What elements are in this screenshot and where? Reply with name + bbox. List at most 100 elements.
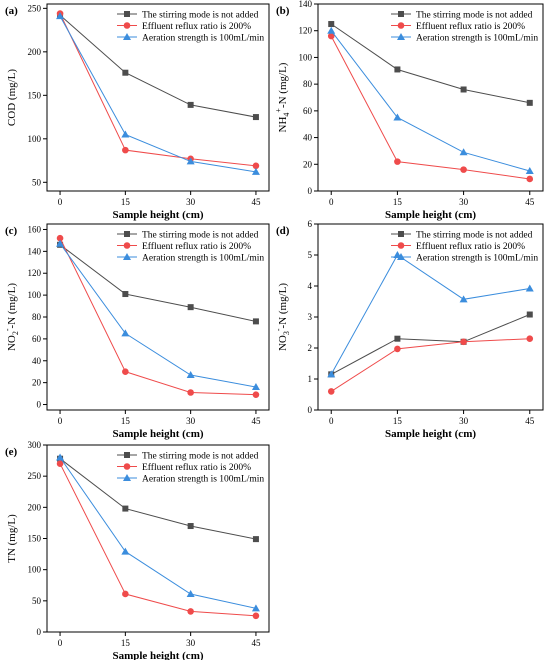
y-tick-label: 250 [28,471,42,481]
legend-label: Effluent reflux ratio is 200% [416,21,525,32]
legend-label: The stirring mode is not added [142,11,259,21]
data-point [122,368,129,376]
data-point [252,114,259,121]
y-axis-label: NO2--N (mg/L) [3,283,20,351]
legend-label: Aeration strength is 100mL/min [142,34,264,44]
series [56,453,260,612]
x-tick-label: 0 [58,638,63,648]
plot-frame [46,3,270,192]
data-point [122,291,129,298]
legend-label: The stirring mode is not added [142,452,259,462]
x-tick-label: 0 [329,416,334,426]
legend-label: The stirring mode is not added [416,11,533,21]
y-tick-label: 250 [28,3,42,13]
data-point [460,166,467,173]
data-point [187,523,194,530]
series-line [59,243,256,388]
y-label-base: NO [6,335,18,351]
y-tick-label: 60 [303,106,313,116]
data-point [525,166,534,174]
y-tick-label: 40 [32,356,42,366]
series [56,460,260,620]
data-point [186,589,195,597]
x-tick-label: 15 [121,197,131,207]
chart-panel: (e) 0 50 100 150 200 250 300 0 15 30 45 Sample heigh… [5,440,270,660]
legend-label: Effluent reflux ratio is 200% [142,462,251,473]
data-point [186,370,195,378]
legend-marker [124,452,130,458]
data-point [252,612,260,620]
x-tick-label: 30 [459,197,469,207]
legend-label: The stirring mode is not added [142,231,259,241]
y-tick-label: 3 [308,312,313,322]
legend-marker [123,474,131,481]
series [56,239,260,391]
y-tick-label: 20 [32,378,42,388]
legend-marker [123,463,131,470]
series-line [59,457,257,609]
y-label-superscript: - [274,328,283,331]
y-tick-label: 80 [32,312,42,322]
data-point [187,304,194,311]
legend-marker [124,231,130,237]
y-tick-label: 300 [28,440,42,450]
y-tick-label: 160 [28,224,42,234]
data-point [526,311,533,318]
y-tick-label: 200 [28,502,42,512]
chart-panel: (a) 50 100 150 200 250 0 15 30 45 Sample height (c… [5,3,270,221]
y-tick-label: 80 [303,79,313,89]
y-tick-label: 200 [28,47,42,57]
series-line [59,458,256,540]
data-point [459,295,468,303]
data-point [56,239,65,247]
series-line [59,244,257,322]
x-axis-label: Sample height (cm) [385,428,476,440]
data-point [121,547,130,555]
legend-label: Aeration strength is 100mL/min [142,254,264,264]
data-point [525,284,534,292]
x-axis-label: Sample height (cm) [385,209,476,221]
legend-marker [397,242,405,249]
chart-panel: (b) 0 20 40 60 80 100 120 140 0 15 30 45 Sample heigh… [274,0,544,221]
x-tick-label: 30 [186,416,196,426]
data-point [394,345,401,353]
series [328,311,533,378]
series-line [330,23,530,104]
y-tick-label: 0 [37,627,42,637]
data-point [122,69,129,76]
x-axis-label: Sample height (cm) [112,209,203,221]
x-tick-label: 15 [393,416,403,426]
series [328,21,533,106]
y-tick-label: 20 [303,159,313,169]
panel-label: (a) [5,5,18,17]
data-point [187,389,194,396]
legend-marker [123,33,131,40]
x-tick-label: 45 [525,416,535,426]
y-tick-label: 6 [308,219,313,229]
y-label-rest: -N (mg/L) [277,62,289,108]
data-point [187,101,194,108]
series [56,12,260,175]
series-line [330,254,530,375]
series-line [59,15,256,173]
y-label-base: NO [277,335,289,351]
legend-label: Effluent reflux ratio is 200% [142,21,251,32]
y-tick-label: 50 [32,177,42,187]
x-tick-label: 45 [251,638,261,648]
data-point [251,604,260,612]
legend-marker [398,11,404,17]
y-label-subscript: 3 [282,331,291,335]
y-tick-label: 100 [28,565,42,575]
data-point [122,505,129,512]
data-point [328,21,335,28]
legend-label: Aeration strength is 100mL/min [142,475,264,485]
series-line [330,30,530,172]
data-point [327,388,335,395]
series-line [59,14,256,118]
series [327,251,534,378]
x-tick-label: 45 [525,197,535,207]
legend-label: Effluent reflux ratio is 200% [142,241,251,252]
data-point [186,157,195,165]
